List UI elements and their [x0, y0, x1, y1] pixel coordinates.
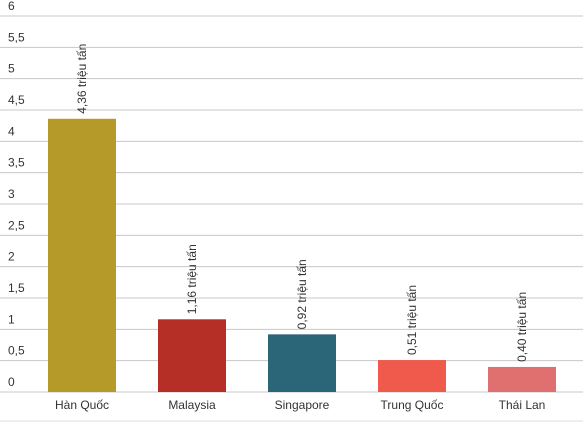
- value-label: 0,40 triệu tấn: [515, 292, 529, 362]
- y-tick-label: 1: [8, 312, 15, 326]
- y-tick-label: 5: [8, 62, 15, 76]
- bar: [378, 360, 446, 392]
- y-tick-label: 6: [8, 0, 15, 13]
- value-label: 0,51 triệu tấn: [405, 285, 419, 355]
- y-tick-label: 0: [8, 375, 15, 389]
- y-tick-label: 4: [8, 124, 15, 138]
- bar: [158, 319, 226, 392]
- y-tick-label: 5,5: [8, 30, 25, 44]
- bar: [48, 118, 116, 393]
- value-label: 4,36 triệu tấn: [75, 44, 89, 114]
- y-tick-label: 4,5: [8, 93, 25, 107]
- y-tick-label: 2: [8, 250, 15, 264]
- x-tick-label: Malaysia: [168, 398, 216, 412]
- x-tick-label: Singapore: [275, 398, 330, 412]
- bar: [268, 334, 336, 392]
- y-tick-label: 0,5: [8, 344, 25, 358]
- bar: [488, 366, 556, 392]
- y-tick-label: 3,5: [8, 156, 25, 170]
- y-tick-label: 2,5: [8, 218, 25, 232]
- y-tick-label: 1,5: [8, 281, 25, 295]
- value-label: 0,92 triệu tấn: [295, 259, 309, 329]
- x-tick-label: Thái Lan: [499, 398, 546, 412]
- x-tick-label: Trung Quốc: [381, 398, 444, 412]
- x-tick-label: Hàn Quốc: [55, 398, 109, 412]
- y-tick-label: 3: [8, 187, 15, 201]
- value-label: 1,16 triệu tấn: [185, 244, 199, 314]
